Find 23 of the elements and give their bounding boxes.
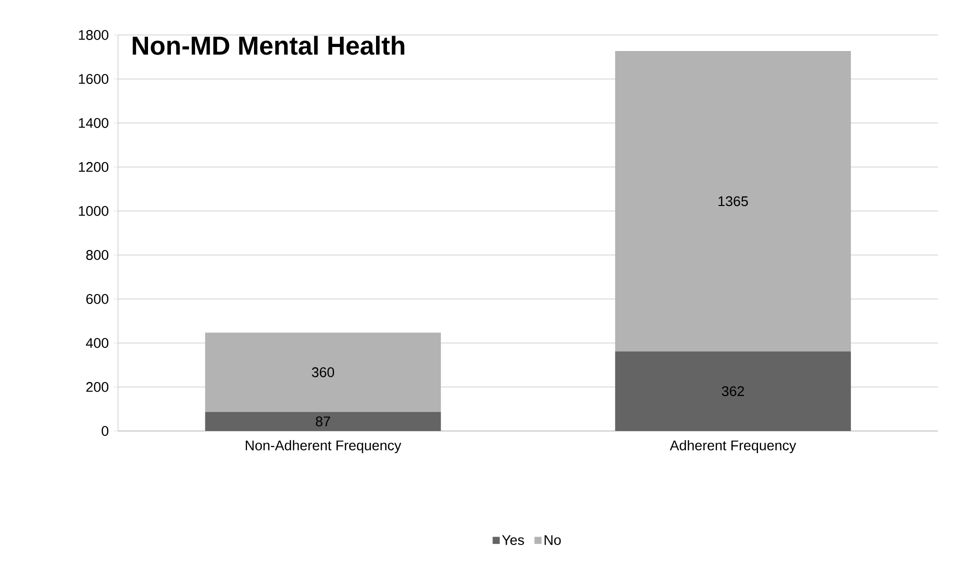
y-tick-label: 600 — [86, 294, 108, 304]
y-tick-label: 1000 — [78, 206, 108, 216]
y-tick-label: 1200 — [78, 162, 108, 172]
bar — [205, 332, 441, 412]
y-tick-label: 200 — [86, 382, 108, 392]
y-tick-label: 1800 — [78, 30, 108, 40]
bar — [615, 351, 851, 431]
legend-label: Yes — [502, 535, 524, 545]
legend-label: No — [544, 535, 561, 545]
data-label: 362 — [722, 386, 744, 396]
y-tick-label: 1600 — [78, 74, 108, 84]
x-tick-label: Adherent Frequency — [670, 440, 796, 454]
y-tick-label: 0 — [102, 426, 108, 436]
bar — [205, 412, 441, 431]
y-tick-label: 1400 — [78, 118, 108, 128]
x-tick-label: Non-Adherent Frequency — [246, 440, 402, 454]
data-label: 360 — [312, 367, 334, 378]
y-tick-label: 400 — [86, 338, 108, 348]
chart-title: Non-MD Mental Health — [132, 36, 404, 55]
bar — [615, 51, 851, 352]
data-label: 87 — [316, 416, 330, 426]
y-tick-label: 800 — [86, 250, 108, 260]
data-label: 1365 — [718, 196, 748, 206]
